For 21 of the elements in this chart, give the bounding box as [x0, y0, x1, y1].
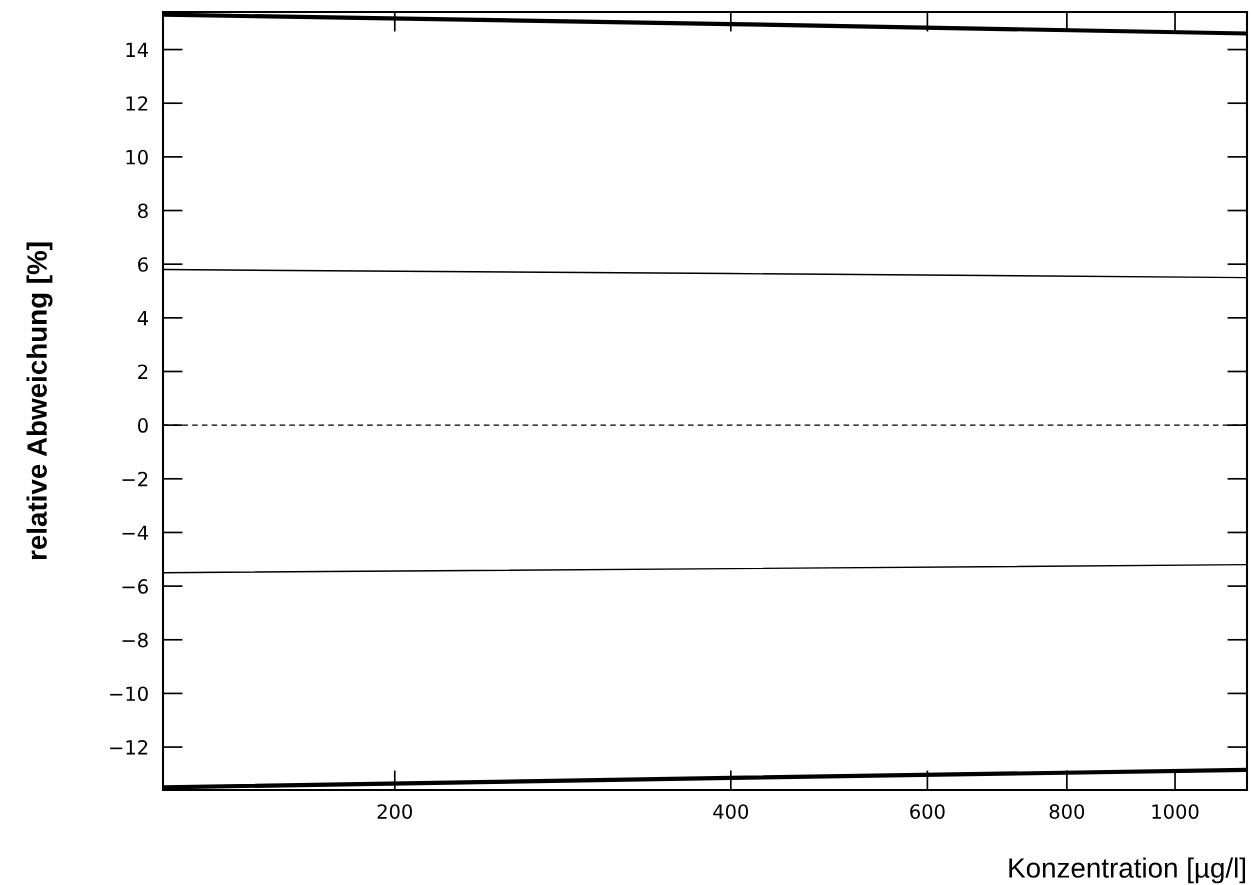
- y-tick-label: 0: [138, 418, 148, 433]
- y-tick-label: 6: [138, 257, 148, 272]
- y-tick-label: 12: [126, 96, 148, 111]
- y-tick-label: −4: [122, 525, 149, 540]
- y-tick-label: 14: [126, 42, 149, 57]
- y-tick-label: 4: [137, 311, 149, 326]
- y-tick-label: −8: [122, 632, 148, 648]
- x-tick-label: 400: [713, 804, 749, 819]
- y-tick-label: 2: [138, 364, 148, 379]
- y-tick-label: −6: [122, 579, 148, 594]
- x-tick-label: 800: [1049, 804, 1085, 819]
- y-tick-label: −2: [122, 471, 148, 487]
- x-axis-title: Konzentration [µg/l]: [1009, 857, 1246, 884]
- x-tick-label: 600: [910, 804, 945, 819]
- x-tick-label: 200: [377, 804, 413, 819]
- y-tick-label: 8: [138, 203, 148, 219]
- x-tick-label: 1000: [1152, 804, 1199, 819]
- y-tick-label: 10: [126, 149, 148, 165]
- y-tick-label: −12: [110, 740, 148, 755]
- y-axis-title: relative Abweichung [%]: [26, 242, 53, 560]
- y-tick-label: −10: [110, 686, 148, 702]
